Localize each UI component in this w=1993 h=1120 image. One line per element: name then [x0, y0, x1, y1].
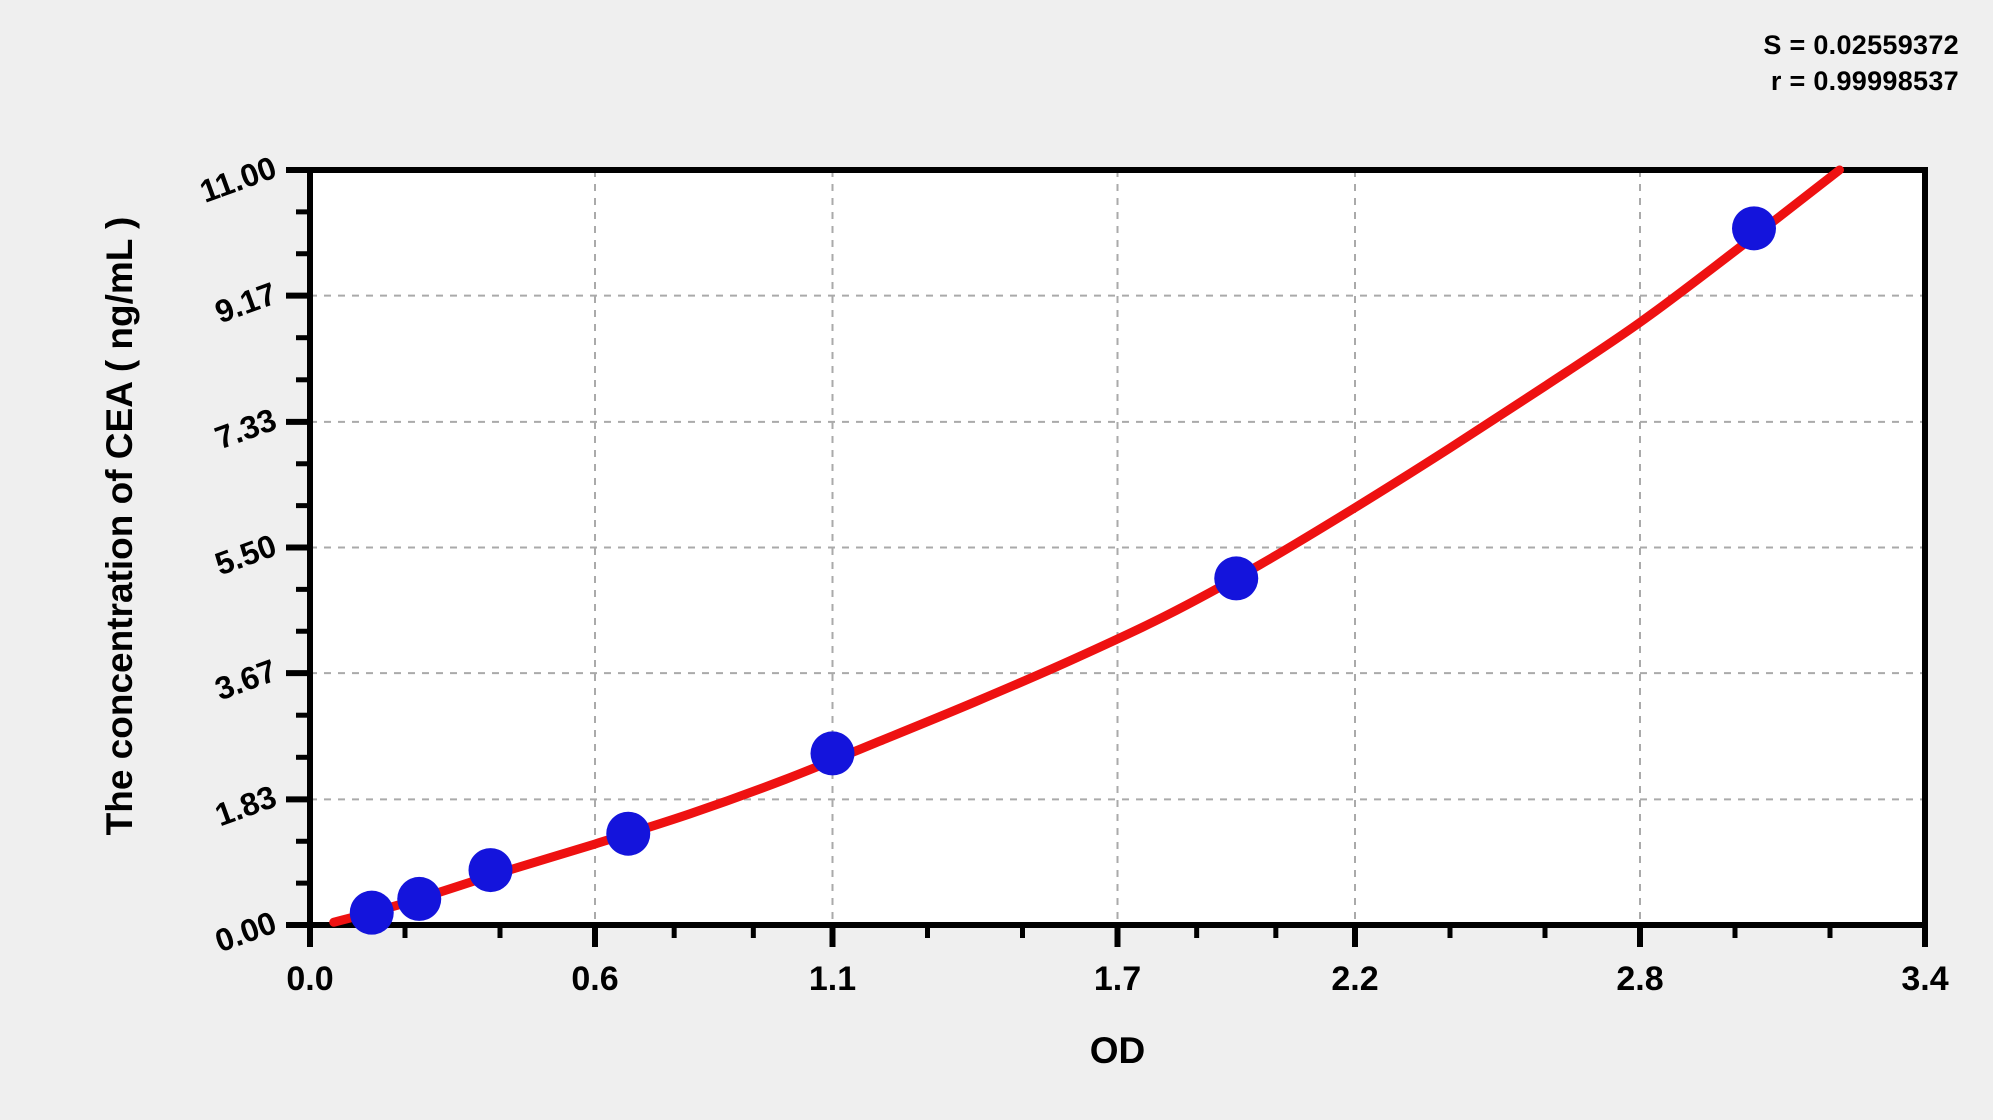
x-axis-tick-label: 2.8	[1616, 960, 1664, 998]
x-axis-tick-label: 1.7	[1093, 960, 1142, 998]
data-point-marker	[810, 731, 855, 776]
r-value-text: r = 0.99998537	[1770, 65, 1959, 96]
x-axis-tick-label: 0.0	[286, 960, 334, 998]
x-axis-tick-label: 0.6	[571, 960, 619, 998]
data-point-marker	[606, 811, 651, 856]
x-axis-tick-label: 3.4	[1901, 960, 1949, 998]
data-point-marker	[1214, 556, 1259, 601]
data-point-marker	[468, 848, 513, 893]
statistics-annotation: S = 0.02559372 r = 0.99998537	[1763, 28, 1959, 99]
data-point-marker	[397, 876, 442, 921]
s-value-text: S = 0.02559372	[1763, 30, 1959, 60]
x-axis-tick-label: 1.1	[808, 960, 857, 998]
fitted-curve	[329, 165, 1844, 927]
data-point-marker	[1732, 206, 1776, 251]
data-point-marker	[349, 890, 394, 935]
x-axis-title: OD	[1089, 1030, 1146, 1071]
x-axis-tick-label: 2.2	[1331, 960, 1379, 998]
